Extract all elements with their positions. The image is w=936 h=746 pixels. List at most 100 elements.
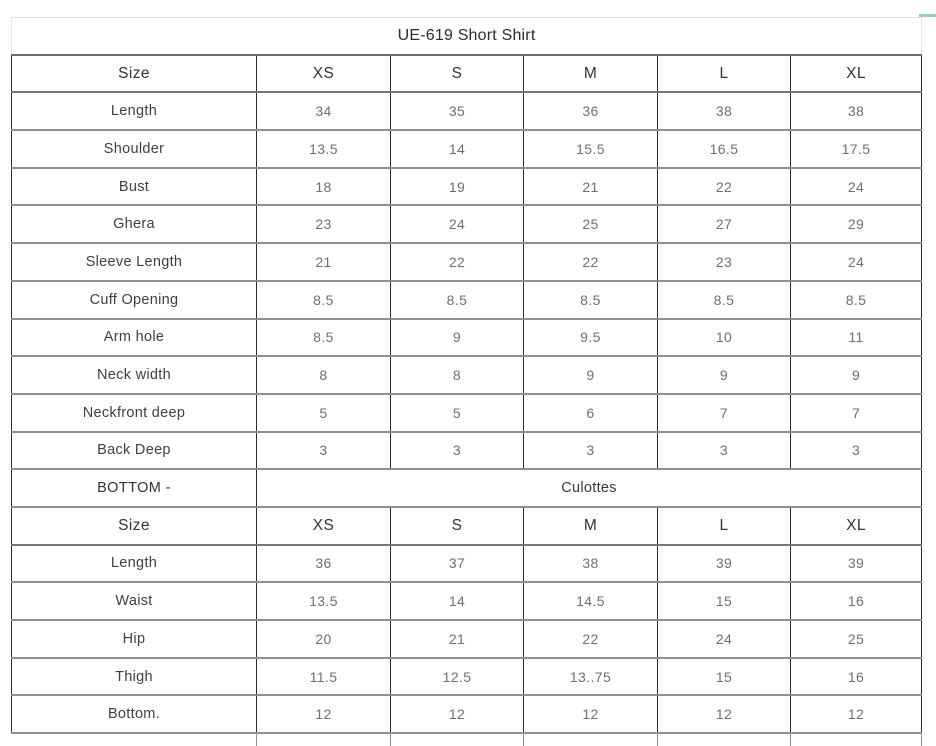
cell-value: 8.5 — [256, 280, 391, 320]
header-xl: XL — [789, 54, 923, 94]
table-row-neck-width: Neck width 8 8 9 9 9 — [11, 356, 923, 395]
cell-value: 12 — [256, 695, 391, 735]
cell-value: 22 — [523, 243, 658, 282]
cell-value: 39 — [657, 544, 791, 584]
cell-value: 25 — [523, 205, 658, 245]
cell-value: 11.5 — [256, 657, 391, 697]
cell-value: 24 — [789, 243, 923, 282]
cell-value: 23 — [657, 243, 791, 282]
table-title-row: UE-619 Short Shirt — [10, 16, 923, 56]
row-label: Arm hole — [11, 318, 257, 358]
cell-value: 12 — [789, 695, 923, 735]
cell-value: 7 — [657, 393, 791, 433]
table-row-length: Length 34 35 36 38 38 — [11, 92, 923, 132]
cell-value: 34 — [256, 92, 391, 132]
cell-value: 38 — [523, 544, 658, 584]
table-row-arm-hole: Arm hole 8.5 9 9.5 10 11 — [11, 318, 923, 358]
shirt-header-row: Size XS S M L XL — [11, 54, 923, 94]
cell-value: 5 — [390, 393, 524, 433]
cell-value: 8.5 — [523, 280, 658, 320]
row-label: Waist — [11, 582, 257, 621]
cell-value: 3 — [657, 431, 791, 471]
cell-value: 22 — [523, 620, 658, 659]
cell-value: 14.5 — [523, 582, 658, 621]
cell-value: 3 — [390, 431, 524, 471]
row-label: Thigh — [11, 657, 257, 697]
cell-value: 7 — [789, 393, 923, 433]
cell-value: 10 — [657, 318, 791, 358]
row-label: Length — [11, 544, 257, 584]
table-row-waist: Waist 13.5 14 14.5 15 16 — [11, 582, 923, 621]
cell-value: 38 — [657, 92, 791, 132]
row-label: Back Deep — [11, 431, 257, 471]
cell-value: 16 — [789, 582, 923, 621]
cell-value: 37 — [390, 544, 524, 584]
cell-value: 19 — [390, 167, 524, 207]
cell-value: 5 — [256, 393, 391, 433]
row-label: Neck width — [11, 356, 257, 395]
cell-value: 3 — [523, 431, 658, 471]
cell-value: 15.5 — [523, 130, 658, 169]
cell-value: 12 — [523, 695, 658, 735]
header-xs: XS — [256, 54, 391, 94]
cell-value: 12 — [390, 695, 524, 735]
cell-value: 23 — [256, 205, 391, 245]
cell-value: 9.5 — [523, 318, 658, 358]
header-m: M — [523, 506, 658, 546]
row-label: Bust — [11, 167, 257, 207]
row-label: Hip — [11, 620, 257, 659]
cell-value: 9 — [390, 318, 524, 358]
header-l: L — [657, 506, 791, 546]
cell-value: 8 — [256, 356, 391, 395]
cell-value: 17.5 — [789, 130, 923, 169]
bottom-section-row: BOTTOM - Culottes — [11, 469, 923, 508]
table-row-ghera: Ghera 23 24 25 27 29 — [11, 205, 923, 245]
header-s: S — [390, 506, 524, 546]
cell-value: 29 — [789, 205, 923, 245]
cell-value: 3 — [789, 431, 923, 471]
table-row-bust: Bust 18 19 21 22 24 — [11, 167, 923, 207]
row-label: Cuff Opening — [11, 280, 257, 320]
cell-value: 3 — [256, 431, 391, 471]
table-row-bottom: Bottom. 12 12 12 12 12 — [11, 695, 923, 735]
cell-value: 13.5 — [256, 130, 391, 169]
cell-value: 38 — [789, 92, 923, 132]
cell-value: 24 — [789, 167, 923, 207]
cell-value: 21 — [256, 243, 391, 282]
cell-value: 15 — [657, 657, 791, 697]
cell-value: 13..75 — [523, 657, 658, 697]
cell-value: 16.5 — [657, 130, 791, 169]
cell-value: 14 — [390, 130, 524, 169]
cell-value: 20 — [256, 620, 391, 659]
size-chart-table: UE-619 Short Shirt Size XS S M L XL Leng… — [10, 16, 923, 746]
cell-value: 11 — [789, 318, 923, 358]
cell-value: 14 — [390, 582, 524, 621]
header-xl: XL — [789, 506, 923, 546]
row-label: Sleeve Length — [11, 243, 257, 282]
cell-value: 13.5 — [256, 582, 391, 621]
cell-value: 16 — [789, 657, 923, 697]
cell-value: 12 — [657, 695, 791, 735]
cell-value: 8.5 — [390, 280, 524, 320]
cell-value: 9 — [657, 356, 791, 395]
cell-value: 8.5 — [256, 318, 391, 358]
cell-value: 21 — [523, 167, 658, 207]
table-row-neckfront-deep: Neckfront deep 5 5 6 7 7 — [11, 393, 923, 433]
cell-value: 9 — [789, 356, 923, 395]
cell-value: 36 — [256, 544, 391, 584]
row-label: Length — [11, 92, 257, 132]
cell-value: 21 — [390, 620, 524, 659]
header-xs: XS — [256, 506, 391, 546]
cell-value: 36 — [523, 92, 658, 132]
header-s: S — [390, 54, 524, 94]
cell-value: 8 — [390, 356, 524, 395]
cell-value: 12.5 — [390, 657, 524, 697]
bottom-section-type: Culottes — [255, 469, 923, 508]
cell-value: 18 — [256, 167, 391, 207]
table-row-cuff-opening: Cuff Opening 8.5 8.5 8.5 8.5 8.5 — [11, 280, 923, 320]
bottom-section-label: BOTTOM - — [11, 469, 257, 508]
cell-value: 35 — [390, 92, 524, 132]
cell-value: 39 — [789, 544, 923, 584]
cell-value: 15 — [657, 582, 791, 621]
table-row-shoulder: Shoulder 13.5 14 15.5 16.5 17.5 — [11, 130, 923, 169]
